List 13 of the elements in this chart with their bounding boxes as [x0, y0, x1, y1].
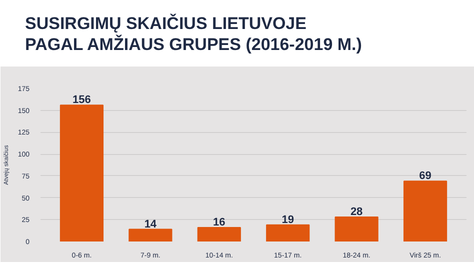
- chart-title: SUSIRGIMŲ SKAIČIUS LIETUVOJE PAGAL AMŽIAUS GRUPES (2016-2019 M.): [24, 12, 362, 55]
- bar: [266, 224, 310, 242]
- bar: [60, 104, 104, 242]
- bar: [403, 180, 448, 242]
- bar: [334, 216, 378, 242]
- bar: [197, 227, 241, 242]
- data-label: 156: [72, 94, 91, 106]
- data-label: 69: [419, 170, 432, 182]
- data-label: 16: [213, 216, 226, 229]
- data-label: 19: [282, 214, 294, 226]
- data-label: 28: [350, 206, 363, 218]
- bar: [128, 228, 172, 242]
- data-label: 14: [144, 218, 158, 230]
